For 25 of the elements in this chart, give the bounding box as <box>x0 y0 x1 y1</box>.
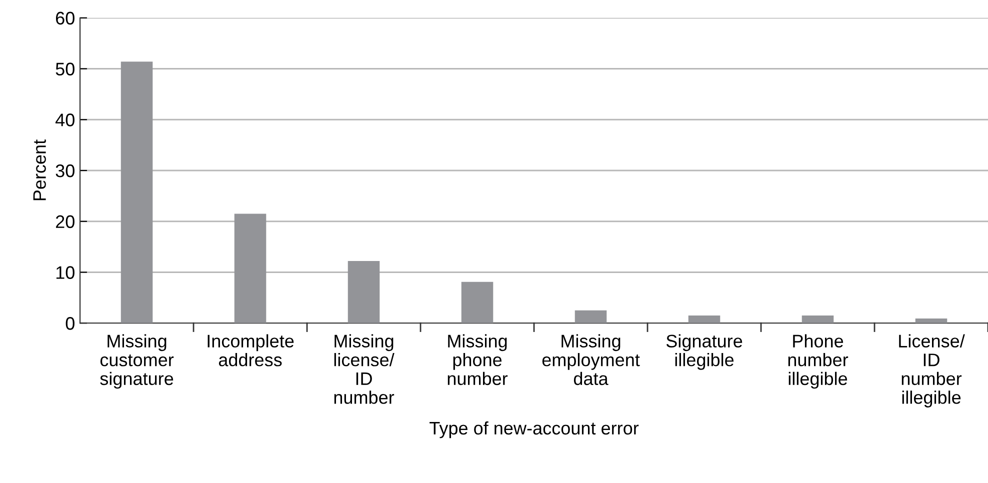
y-tick-label: 30 <box>56 164 74 178</box>
bar <box>348 261 380 324</box>
x-tick-label: Missing customer signature <box>100 334 174 389</box>
bar <box>234 214 266 324</box>
bar <box>915 318 948 324</box>
x-tick-label: License/ ID number illegible <box>899 334 965 408</box>
x-tick-label: Incomplete address <box>208 334 294 366</box>
x-tick-label: Missing employment data <box>542 334 640 386</box>
y-axis-title: Percent <box>33 140 46 200</box>
x-tick-label: Phone number illegible <box>788 334 848 389</box>
bar <box>802 315 834 324</box>
y-tick-label: 40 <box>56 114 74 126</box>
bar <box>688 315 720 324</box>
x-tick-label: Missing phone number <box>448 334 508 386</box>
bar <box>461 282 494 324</box>
x-tick-label: Missing license/ ID number <box>334 334 394 404</box>
y-tick-label: 0 <box>66 317 74 330</box>
x-axis-title: Type of new-account error <box>430 421 639 438</box>
x-tick-label: Signature illegible <box>666 334 742 370</box>
bar <box>120 62 153 324</box>
y-tick-label: 60 <box>56 12 74 25</box>
y-tick-label: 10 <box>56 266 74 279</box>
y-tick-label: 50 <box>56 62 74 76</box>
y-tick-label: 20 <box>56 215 74 228</box>
bar <box>574 310 607 324</box>
